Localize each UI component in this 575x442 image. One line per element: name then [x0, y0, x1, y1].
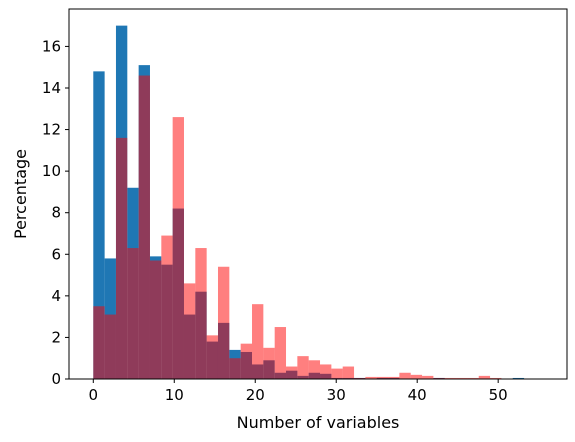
bar-red-31: [444, 377, 457, 379]
bar-red-33: [467, 377, 479, 379]
x-tick-label: 40: [408, 386, 427, 404]
bar-red-16: [274, 327, 287, 379]
bar-red-17: [286, 366, 298, 379]
bar-red-7: [172, 117, 184, 379]
bar-red-32: [456, 377, 468, 379]
bar-red-29: [422, 375, 434, 379]
y-tick-label: 14: [42, 79, 61, 97]
bar-red-35: [490, 377, 502, 379]
x-tick-label: 0: [89, 386, 99, 404]
x-tick-label: 30: [327, 386, 346, 404]
bar-red-23: [354, 377, 366, 379]
bar-red-19: [308, 360, 321, 379]
x-tick-label: 50: [489, 386, 508, 404]
bar-red-13: [240, 343, 253, 379]
bar-red-8: [183, 283, 196, 379]
bar-red-5: [149, 260, 162, 379]
y-tick-label: 2: [51, 328, 61, 346]
bar-red-24: [365, 376, 377, 379]
bar-blue-37: [512, 377, 525, 379]
bar-red-14: [252, 304, 264, 379]
bar-red-0: [93, 306, 105, 379]
y-tick-label: 4: [51, 287, 61, 305]
x-tick-label: 10: [165, 386, 184, 404]
bar-red-4: [138, 75, 150, 380]
bar-red-6: [161, 235, 173, 379]
bar-red-11: [217, 266, 230, 379]
bar-red-30: [433, 377, 445, 379]
bar-red-28: [410, 374, 423, 379]
y-axis-label: Percentage: [11, 149, 30, 239]
y-tick-label: 12: [42, 121, 61, 139]
bar-red-34: [478, 375, 491, 379]
bar-red-2: [115, 137, 128, 379]
series-red-bars: [93, 75, 502, 380]
plot-frame: [68, 8, 568, 380]
x-axis-ticks: 0 10 20 30 40 50: [89, 379, 508, 404]
y-tick-label: 6: [51, 245, 61, 263]
bar-red-18: [297, 356, 309, 379]
bar-red-22: [342, 366, 355, 379]
bar-red-3: [127, 248, 139, 379]
bar-red-21: [331, 368, 343, 379]
bar-red-15: [263, 347, 275, 379]
bar-red-10: [206, 335, 218, 379]
y-tick-label: 10: [42, 162, 61, 180]
bar-blue-0: [93, 71, 105, 379]
y-tick-label: 16: [42, 37, 61, 55]
bar-red-12: [229, 358, 241, 379]
bar-red-1: [104, 314, 116, 379]
y-tick-label: 8: [51, 204, 61, 222]
x-axis-label: Number of variables: [237, 413, 400, 432]
y-axis-ticks: 0 2 4 6 8 10 12 14 16: [42, 37, 69, 388]
bar-red-20: [320, 364, 332, 379]
bar-red-26: [388, 376, 400, 379]
x-tick-label: 20: [246, 386, 265, 404]
y-tick-label: 0: [51, 370, 61, 388]
bar-red-25: [376, 376, 389, 379]
bar-red-27: [399, 372, 411, 379]
bar-red-9: [195, 248, 207, 379]
